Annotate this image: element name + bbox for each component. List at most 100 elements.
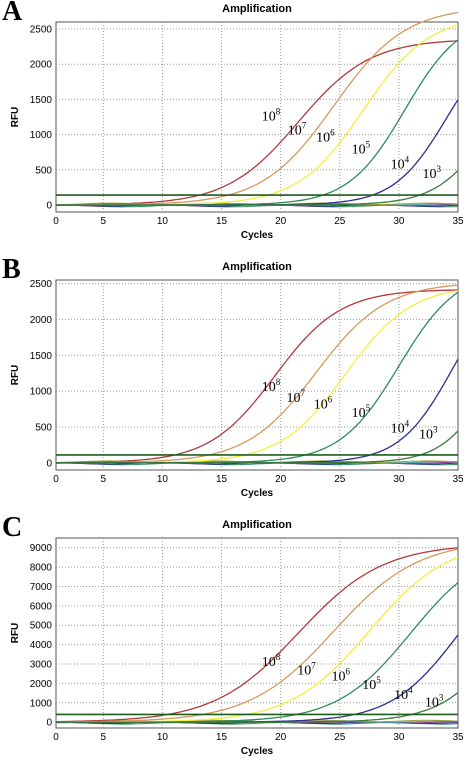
curve-label: 103 — [419, 424, 438, 442]
x-tick-label: 10 — [157, 474, 169, 485]
x-tick-label: 15 — [216, 732, 228, 743]
curve-label-base: 10 — [394, 688, 408, 703]
curve-label-base: 10 — [423, 167, 437, 182]
curve-label-exponent: 7 — [302, 121, 307, 131]
curve-label-base: 10 — [352, 406, 366, 421]
curve-label-exponent: 5 — [366, 403, 371, 413]
curve-label-exponent: 3 — [437, 164, 442, 174]
curve-label: 108 — [262, 107, 281, 125]
series-line-10-7 — [56, 548, 459, 723]
curve-label: 105 — [352, 403, 371, 421]
x-tick-label: 10 — [157, 216, 169, 227]
curve-label-base: 10 — [391, 157, 405, 172]
curve-label-exponent: 8 — [276, 652, 281, 662]
y-tick-label: 0 — [46, 200, 52, 211]
y-tick-label: 9000 — [30, 543, 53, 554]
series-line-10-8 — [56, 40, 459, 206]
x-tick-label: 30 — [393, 216, 405, 227]
x-tick-label: 25 — [334, 732, 346, 743]
curve-label-base: 10 — [288, 124, 302, 139]
y-tick-label: 2000 — [30, 679, 53, 690]
y-axis-label: RFU — [10, 107, 21, 128]
plot-area — [55, 21, 459, 213]
x-tick-label: 35 — [452, 216, 464, 227]
panel-c: C Amplification 0 5 10 15 20 25 30 35 0 1000 2000 30… — [0, 512, 474, 774]
x-tick-label: 0 — [53, 474, 59, 485]
plot-area — [55, 279, 459, 471]
curve-label-base: 10 — [362, 678, 376, 693]
curve-label-exponent: 4 — [408, 685, 413, 695]
curve-label: 107 — [288, 121, 307, 139]
x-axis-label: Cycles — [241, 230, 274, 241]
panel-letter: A — [2, 0, 23, 27]
x-tick-label: 20 — [275, 216, 287, 227]
x-tick-label: 5 — [101, 474, 107, 485]
y-tick-label: 1500 — [30, 351, 53, 362]
curve-label-exponent: 8 — [276, 377, 281, 387]
panel-letter: B — [2, 254, 21, 285]
x-tick-label: 35 — [452, 474, 464, 485]
curve-label-base: 10 — [419, 427, 433, 442]
y-tick-label: 1000 — [30, 130, 53, 141]
x-tick-label: 15 — [216, 474, 228, 485]
curve-label: 103 — [423, 164, 442, 182]
y-tick-label: 1000 — [30, 387, 53, 398]
curve-label-base: 10 — [262, 380, 276, 395]
x-tick-label: 5 — [101, 732, 107, 743]
panel-letter: C — [2, 512, 23, 543]
curve-label: 108 — [262, 652, 281, 670]
y-tick-label: 0 — [46, 458, 52, 469]
panel-b: B Amplification 0 5 10 15 20 25 30 35 0 500 1000 150… — [0, 254, 474, 516]
curve-label-exponent: 6 — [328, 394, 333, 404]
curve-label: 103 — [425, 693, 444, 711]
y-tick-label: 500 — [35, 165, 52, 176]
curve-label: 105 — [352, 140, 371, 158]
curve-label: 107 — [297, 661, 316, 679]
y-tick-label: 3000 — [30, 660, 53, 671]
x-tick-label: 15 — [216, 216, 228, 227]
x-tick-label: 25 — [334, 474, 346, 485]
curve-label: 104 — [394, 685, 413, 703]
x-axis-label: Cycles — [241, 488, 274, 499]
curve-label-base: 10 — [262, 110, 276, 125]
x-tick-label: 30 — [393, 474, 405, 485]
series-line-10-3 — [56, 692, 459, 723]
curve-label-exponent: 3 — [439, 693, 444, 703]
curve-label-exponent: 5 — [366, 140, 371, 150]
y-axis-label: RFU — [10, 365, 21, 386]
curve-label-exponent: 6 — [330, 128, 335, 138]
x-axis-label: Cycles — [241, 746, 274, 757]
series-line-10-8 — [56, 547, 459, 723]
x-tick-label: 35 — [452, 732, 464, 743]
curve-label-exponent: 3 — [433, 424, 438, 434]
curve-label-exponent: 4 — [405, 154, 410, 164]
chart-title: Amplification — [222, 3, 292, 15]
curve-label: 106 — [316, 128, 335, 146]
x-tick-label: 20 — [275, 474, 287, 485]
series-line-10-3 — [56, 170, 459, 206]
curve-label-exponent: 7 — [301, 388, 306, 398]
chart-title: Amplification — [222, 261, 292, 273]
curve-label-base: 10 — [331, 670, 345, 685]
panel-a: A Amplification 0 5 10 15 20 25 30 35 0 500 1000 150… — [0, 0, 474, 258]
y-tick-label: 6000 — [30, 601, 53, 612]
curve-label-base: 10 — [287, 391, 301, 406]
y-tick-label: 7000 — [30, 582, 53, 593]
y-tick-label: 1000 — [30, 698, 53, 709]
curve-label-exponent: 7 — [311, 661, 316, 671]
curve-label-exponent: 8 — [276, 107, 281, 117]
curve-label: 105 — [362, 675, 381, 693]
curve-label: 106 — [331, 667, 350, 685]
x-tick-label: 5 — [101, 216, 107, 227]
y-tick-label: 5000 — [30, 621, 53, 632]
y-tick-label: 2000 — [30, 60, 53, 71]
curve-label-base: 10 — [352, 143, 366, 158]
x-tick-label: 10 — [157, 732, 169, 743]
y-tick-label: 2000 — [30, 315, 53, 326]
y-tick-label: 8000 — [30, 563, 53, 574]
curve-label: 107 — [287, 388, 306, 406]
series-line-10-3 — [56, 430, 459, 464]
chart-title: Amplification — [222, 519, 292, 531]
